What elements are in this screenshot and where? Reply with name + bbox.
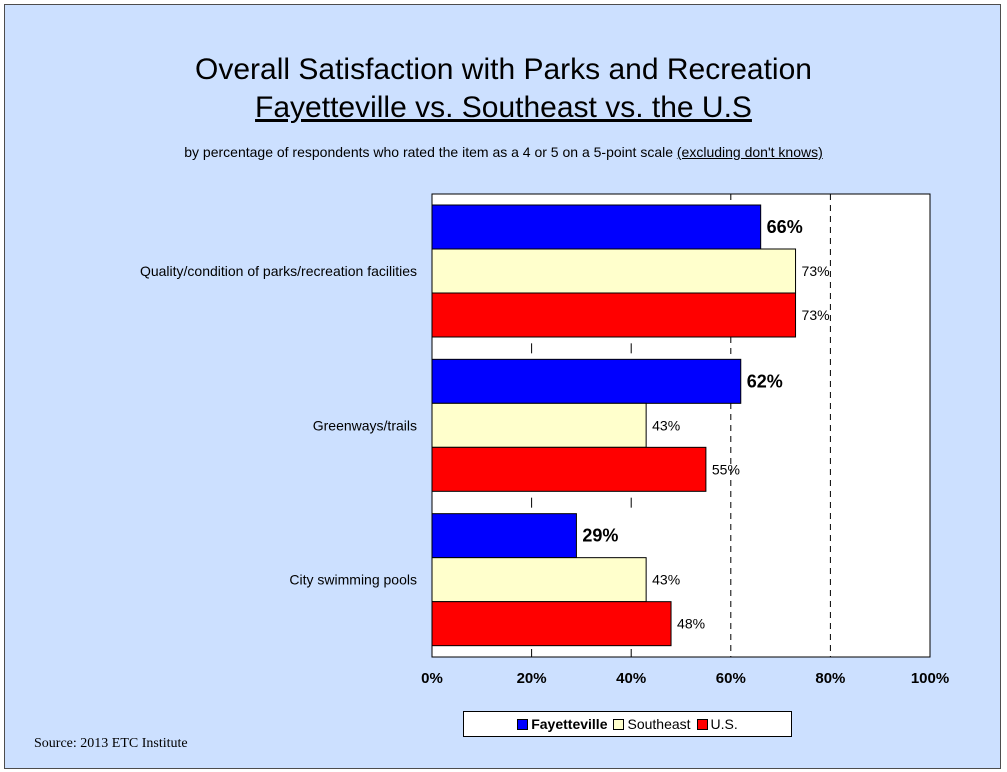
- chart-subtitle-comparison: Fayetteville vs. Southeast vs. the U.S: [255, 91, 752, 124]
- bar-us-2: [431, 601, 672, 647]
- data-label: 48%: [677, 616, 705, 632]
- data-label: 43%: [652, 417, 680, 433]
- chart-legend: Fayetteville Southeast U.S.: [463, 711, 792, 737]
- bar-southeast-1: [431, 402, 647, 448]
- x-tick-label: 60%: [716, 670, 746, 687]
- category-label: City swimming pools: [289, 572, 417, 588]
- x-tick-label: 0%: [421, 670, 443, 687]
- bar-us-0: [431, 292, 797, 338]
- bar-us-1: [431, 446, 707, 492]
- legend-item-fayetteville: Fayetteville: [517, 716, 607, 732]
- x-tick-label: 20%: [517, 670, 547, 687]
- legend-swatch-us: [696, 718, 708, 730]
- legend-swatch-southeast: [613, 718, 625, 730]
- legend-label-southeast: Southeast: [627, 716, 691, 732]
- description-underlined: (excluding don't knows): [676, 144, 823, 160]
- bar-fayetteville-2: [431, 513, 577, 559]
- bar-southeast-2: [431, 557, 647, 603]
- legend-item-us: U.S.: [696, 716, 738, 732]
- bar-fayetteville-0: [431, 204, 762, 250]
- x-tick-label: 40%: [616, 670, 646, 687]
- data-label: 66%: [767, 217, 803, 237]
- chart-description: by percentage of respondents who rated t…: [0, 143, 1007, 161]
- data-label: 73%: [802, 307, 830, 323]
- legend-label-fayetteville: Fayetteville: [531, 716, 608, 732]
- legend-label-us: U.S.: [710, 716, 738, 732]
- description-main: by percentage of respondents who rated t…: [184, 144, 677, 160]
- legend-swatch-fayetteville: [517, 718, 529, 730]
- legend-item-southeast: Southeast: [613, 716, 691, 732]
- data-label: 62%: [747, 371, 783, 391]
- data-label: 29%: [582, 526, 618, 546]
- bar-southeast-0: [431, 248, 797, 294]
- data-label: 73%: [802, 263, 830, 279]
- data-label: 55%: [712, 461, 740, 477]
- source-note: Source: 2013 ETC Institute: [34, 736, 188, 751]
- x-tick-label: 100%: [911, 670, 949, 687]
- bar-fayetteville-1: [431, 358, 742, 404]
- category-label: Greenways/trails: [313, 417, 417, 433]
- category-label: Quality/condition of parks/recreation fa…: [140, 263, 417, 279]
- data-label: 43%: [652, 572, 680, 588]
- x-tick-label: 80%: [815, 670, 845, 687]
- chart-title: Overall Satisfaction with Parks and Recr…: [195, 53, 812, 86]
